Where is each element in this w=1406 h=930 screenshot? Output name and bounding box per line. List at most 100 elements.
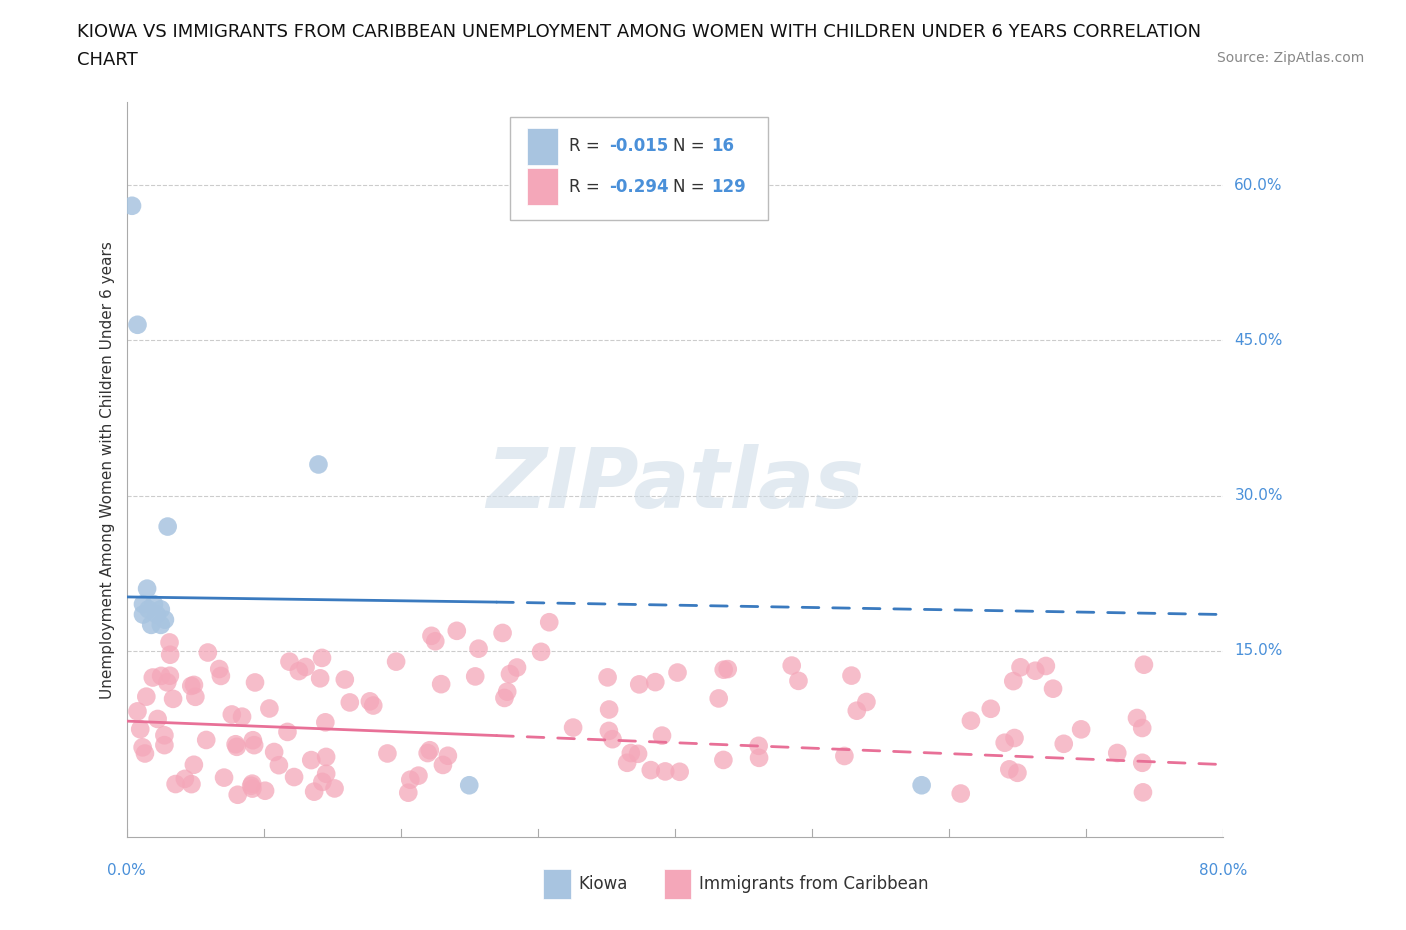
Point	[841, 668, 863, 683]
Point	[834, 749, 856, 764]
Text: R =: R =	[568, 138, 605, 155]
Text: Kiowa: Kiowa	[578, 875, 627, 893]
Point	[1042, 682, 1064, 697]
Text: CHART: CHART	[77, 51, 138, 69]
Point	[180, 679, 202, 694]
Point	[494, 690, 516, 705]
Point	[628, 677, 651, 692]
Point	[243, 675, 266, 690]
Point	[308, 457, 330, 472]
Point	[530, 644, 553, 659]
Text: 30.0%: 30.0%	[1234, 488, 1282, 503]
Point	[855, 695, 877, 710]
Point	[538, 615, 561, 630]
Point	[1126, 711, 1149, 725]
Point	[278, 654, 301, 669]
Point	[149, 618, 172, 632]
Point	[121, 198, 143, 213]
Point	[156, 675, 179, 690]
Point	[506, 660, 529, 675]
Point	[437, 749, 460, 764]
Point	[458, 777, 481, 792]
Point	[385, 654, 408, 669]
Point	[491, 626, 513, 641]
Point	[1107, 746, 1129, 761]
Point	[446, 623, 468, 638]
Point	[713, 662, 735, 677]
Point	[1133, 658, 1156, 672]
Point	[131, 740, 153, 755]
Point	[408, 768, 430, 783]
Point	[127, 317, 149, 332]
Text: N =: N =	[672, 178, 710, 196]
Point	[145, 607, 167, 622]
Point	[562, 720, 585, 735]
Text: -0.015: -0.015	[609, 138, 668, 155]
Point	[1070, 722, 1092, 737]
Point	[294, 659, 316, 674]
Point	[1004, 731, 1026, 746]
Point	[419, 743, 441, 758]
Point	[184, 689, 207, 704]
Point	[153, 612, 176, 627]
FancyBboxPatch shape	[510, 117, 768, 219]
Point	[209, 669, 232, 684]
Point	[651, 728, 673, 743]
Point	[314, 715, 336, 730]
Point	[998, 762, 1021, 777]
Point	[845, 703, 868, 718]
Point	[430, 677, 453, 692]
Point	[668, 764, 690, 779]
Point	[1035, 658, 1057, 673]
Point	[359, 694, 381, 709]
Point	[212, 770, 235, 785]
Point	[1132, 785, 1154, 800]
Point	[243, 737, 266, 752]
Point	[195, 733, 218, 748]
Point	[1130, 721, 1153, 736]
Point	[226, 788, 249, 803]
Point	[361, 698, 384, 713]
Point	[259, 701, 281, 716]
Text: 129: 129	[711, 178, 745, 196]
Text: ZIPatlas: ZIPatlas	[486, 444, 863, 525]
Text: 60.0%: 60.0%	[1234, 178, 1282, 193]
Point	[1053, 737, 1076, 751]
Point	[276, 724, 298, 739]
Point	[165, 777, 187, 791]
Point	[396, 785, 419, 800]
Text: N =: N =	[672, 138, 710, 155]
Point	[464, 669, 486, 684]
Point	[288, 664, 311, 679]
Point	[315, 750, 337, 764]
Point	[598, 724, 620, 738]
Point	[420, 629, 443, 644]
Point	[299, 752, 322, 767]
Text: 80.0%: 80.0%	[1199, 863, 1247, 878]
Point	[994, 736, 1017, 751]
Point	[717, 661, 740, 676]
Point	[142, 671, 165, 685]
Point	[425, 634, 447, 649]
Point	[911, 777, 934, 792]
Point	[666, 665, 689, 680]
Point	[302, 784, 325, 799]
Point	[1002, 673, 1025, 688]
Text: 0.0%: 0.0%	[107, 863, 146, 878]
Point	[596, 670, 619, 684]
Point	[132, 597, 155, 612]
Point	[159, 669, 181, 684]
Point	[616, 755, 638, 770]
Point	[141, 618, 163, 632]
Text: 45.0%: 45.0%	[1234, 333, 1282, 348]
Point	[135, 689, 157, 704]
FancyBboxPatch shape	[664, 869, 692, 899]
Y-axis label: Unemployment Among Women with Children Under 6 years: Unemployment Among Women with Children U…	[100, 241, 115, 698]
Point	[499, 667, 522, 682]
Point	[162, 691, 184, 706]
Text: 15.0%: 15.0%	[1234, 644, 1282, 658]
Point	[960, 713, 983, 728]
Point	[150, 669, 173, 684]
Point	[208, 661, 231, 676]
Point	[333, 672, 356, 687]
